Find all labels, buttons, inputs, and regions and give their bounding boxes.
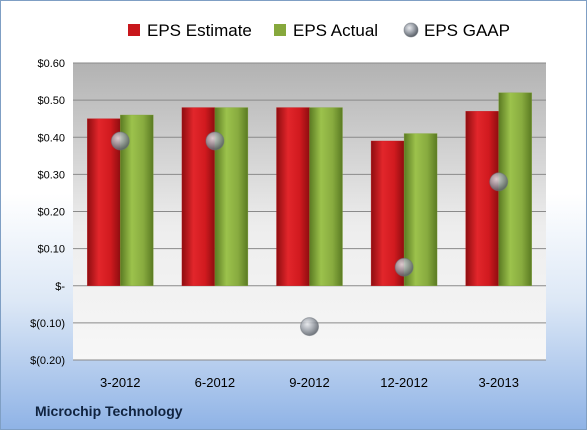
- x-tick-label: 6-2012: [195, 375, 235, 390]
- y-tick-label: $0.50: [37, 95, 65, 107]
- legend-actual-label: EPS Actual: [293, 21, 378, 40]
- marker-gaap: [300, 317, 319, 337]
- y-tick-label: $-: [55, 281, 65, 293]
- legend-gaap-label: EPS GAAP: [424, 21, 510, 40]
- x-tick-label: 12-2012: [380, 375, 428, 390]
- legend-estimate-swatch: [128, 24, 140, 36]
- marker-gaap: [110, 131, 130, 151]
- x-tick-label: 3-2012: [100, 375, 140, 390]
- bar-estimate: [465, 111, 499, 286]
- y-tick-label: $(0.10): [30, 318, 65, 330]
- marker-gaap: [394, 257, 414, 277]
- legend-gaap-swatch: [403, 22, 419, 38]
- marker-gaap: [205, 131, 225, 151]
- y-tick-label: $0.30: [37, 169, 65, 181]
- bar-actual: [309, 107, 343, 286]
- y-tick-label: $0.40: [37, 132, 65, 144]
- y-tick-label: $(0.20): [30, 355, 65, 367]
- legend-actual-swatch: [274, 24, 286, 36]
- company-name: Microchip Technology: [35, 403, 183, 419]
- bar-estimate: [276, 107, 310, 286]
- x-tick-label: 3-2013: [478, 375, 518, 390]
- x-tick-label: 9-2012: [289, 375, 329, 390]
- marker-gaap: [489, 172, 509, 192]
- y-tick-label: $0.20: [37, 207, 65, 219]
- legend-estimate-label: EPS Estimate: [147, 21, 252, 40]
- y-tick-label: $0.60: [37, 58, 65, 70]
- y-tick-label: $0.10: [37, 244, 65, 256]
